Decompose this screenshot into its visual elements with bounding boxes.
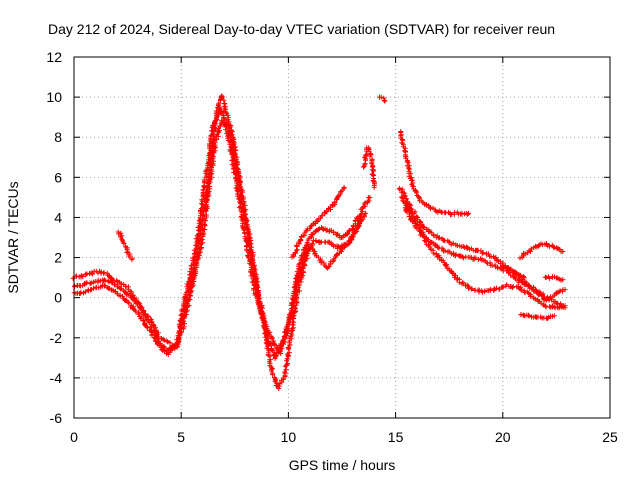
grid [74,57,610,418]
data-track [361,145,377,190]
data-track [115,229,135,263]
y-tick-label: 12 [46,49,62,65]
y-tick-label: 8 [54,129,62,145]
data-track [398,129,471,217]
x-tick-label: 10 [281,429,297,445]
y-axis-label: SDTVAR / TECUs [5,181,21,293]
data-track [518,312,557,321]
data-track [500,263,568,303]
x-tick-label: 25 [602,429,618,445]
x-axis-label: GPS time / hours [289,457,396,473]
data-points [70,93,568,392]
axis-ticks: 0 5 10 15 20 25 -6 -4 -2 0 2 4 6 8 10 12 [46,49,618,445]
data-track [542,274,566,283]
x-tick-label: 0 [70,429,78,445]
y-tick-label: 0 [54,290,62,306]
y-tick-label: 4 [54,209,62,225]
chart-title: Day 212 of 2024, Sidereal Day-to-day VTE… [48,21,555,37]
data-track [289,184,347,260]
y-tick-label: -4 [50,370,63,386]
y-tick-label: 2 [54,250,62,266]
x-tick-label: 15 [388,429,404,445]
x-tick-label: 5 [177,429,185,445]
data-track [517,241,566,261]
y-tick-label: -6 [50,410,63,426]
y-tick-label: -2 [50,330,63,346]
data-track [377,94,388,104]
y-tick-label: 6 [54,169,62,185]
x-tick-label: 20 [495,429,511,445]
y-tick-label: 10 [46,89,62,105]
plot-frame [73,56,611,419]
data-track [402,205,568,311]
